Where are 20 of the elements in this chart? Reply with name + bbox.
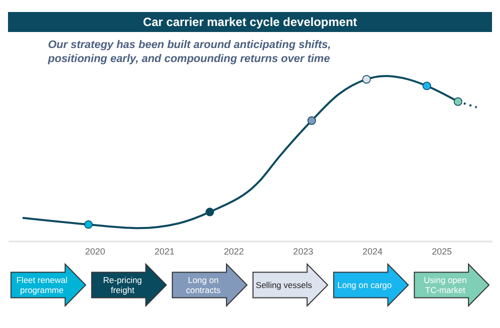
text: Long on contracts — [186, 275, 220, 295]
point — [454, 97, 462, 106]
x-tick-label: 2021 — [154, 246, 175, 256]
point — [206, 208, 214, 216]
text: Fleet renewal programme — [16, 275, 68, 295]
text: Re-pricing freight — [103, 275, 142, 295]
point — [362, 75, 371, 84]
x-tick-label: 2023 — [293, 246, 314, 256]
x-tick-label: 2025 — [432, 246, 452, 256]
x-tick-label: 2024 — [362, 246, 383, 256]
point — [307, 116, 316, 125]
x-tick-label: 2022 — [224, 246, 244, 256]
chart-subtitle: Our strategy has been built around anticipating shifts, positioning early, and compounding returns over time — [47, 38, 331, 65]
point — [84, 220, 93, 229]
text: Selling vessels — [256, 280, 312, 290]
x-tick-label: 2020 — [85, 246, 106, 256]
chart-title: Car carrier market cycle development — [142, 15, 358, 29]
text: Using open TC-market — [424, 275, 467, 295]
point — [422, 82, 432, 90]
text: Long on cargo — [337, 280, 392, 290]
